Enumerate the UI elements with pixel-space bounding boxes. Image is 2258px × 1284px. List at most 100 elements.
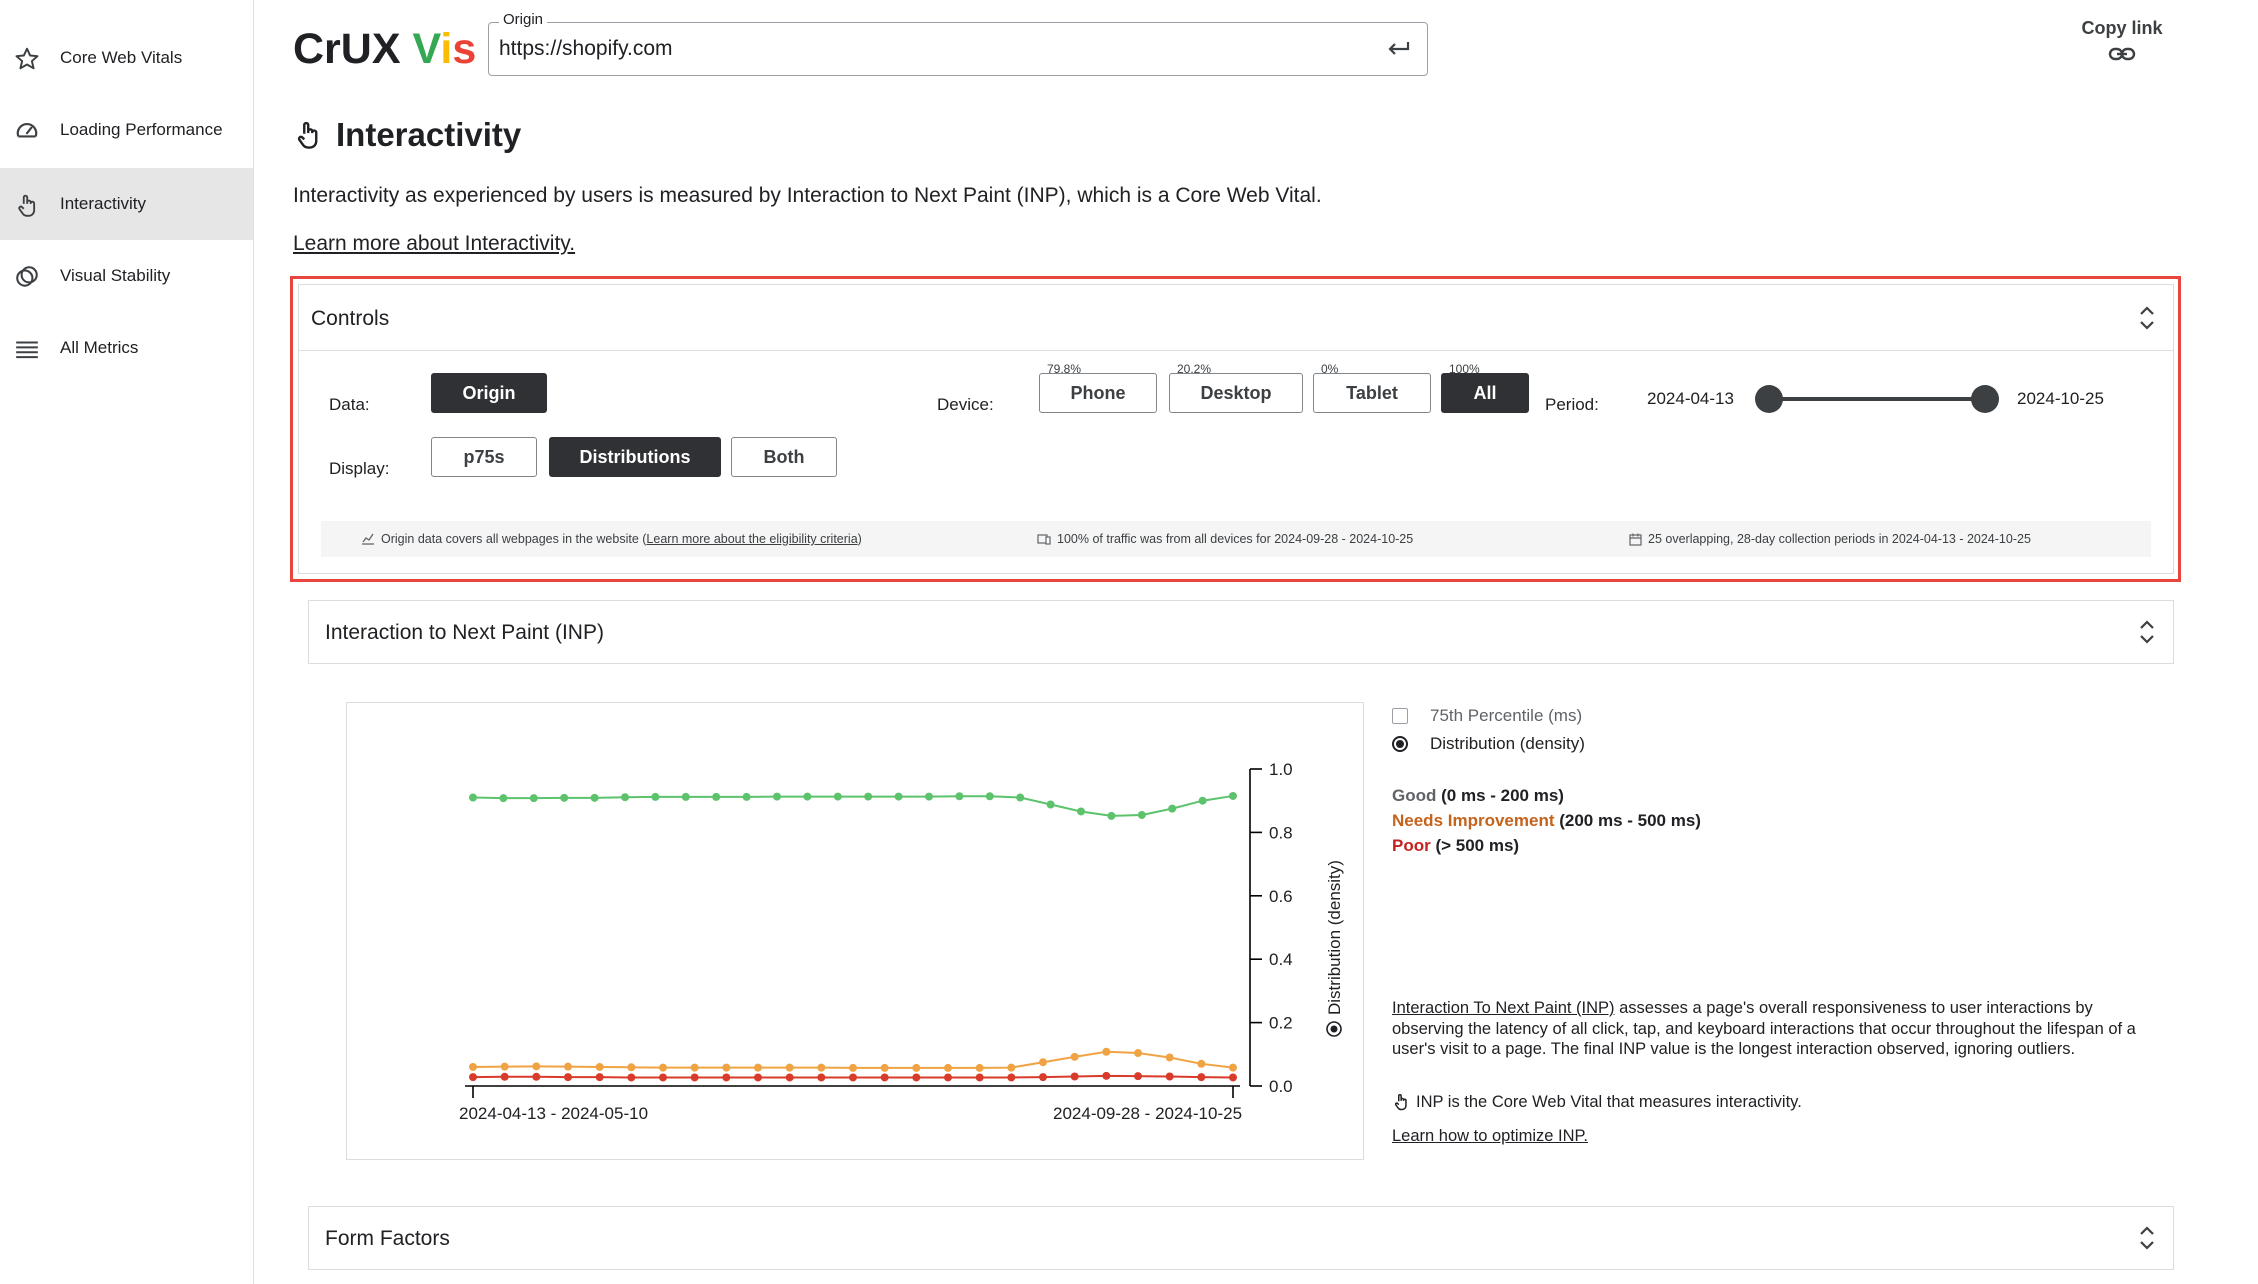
data-point-good[interactable] [803,792,812,801]
sidebar-item-loading-performance[interactable]: Loading Performance [0,94,253,166]
data-point-good[interactable] [529,794,538,803]
data-point-needs_improvement[interactable] [722,1063,731,1072]
inp-definition-link[interactable]: Interaction To Next Paint (INP) [1392,999,1615,1017]
data-point-good[interactable] [955,792,964,801]
data-point-good[interactable] [1137,810,1146,819]
data-point-good[interactable] [985,792,994,801]
data-point-needs_improvement[interactable] [880,1063,889,1072]
data-point-poor[interactable] [1165,1072,1174,1081]
data-point-poor[interactable] [469,1073,477,1082]
data-point-good[interactable] [560,793,569,802]
sidebar-item-interactivity[interactable]: Interactivity [0,168,253,240]
data-point-good[interactable] [864,792,873,801]
data-point-poor[interactable] [690,1073,699,1082]
data-point-needs_improvement[interactable] [532,1062,541,1071]
data-point-needs_improvement[interactable] [912,1063,921,1072]
data-point-good[interactable] [499,794,508,803]
data-point-needs_improvement[interactable] [1165,1053,1174,1062]
inp-section-header[interactable]: Interaction to Next Paint (INP) [308,600,2174,664]
data-point-needs_improvement[interactable] [469,1062,477,1071]
data-point-needs_improvement[interactable] [754,1063,762,1072]
data-point-needs_improvement[interactable] [595,1062,604,1071]
data-point-good[interactable] [1046,800,1055,809]
radio-selected[interactable] [1392,736,1408,752]
data-point-needs_improvement[interactable] [659,1063,667,1072]
data-point-poor[interactable] [627,1073,636,1082]
data-point-good[interactable] [621,793,629,802]
expand-collapse-icon[interactable] [2137,617,2157,647]
data-point-needs_improvement[interactable] [1134,1049,1142,1058]
data-point-needs_improvement[interactable] [785,1063,794,1072]
data-point-needs_improvement[interactable] [564,1062,572,1071]
data-point-poor[interactable] [1007,1073,1016,1082]
data-point-poor[interactable] [975,1073,984,1082]
expand-collapse-icon[interactable] [2137,1223,2157,1253]
period-slider-track[interactable] [1769,397,1985,401]
data-point-needs_improvement[interactable] [975,1063,984,1072]
data-point-good[interactable] [651,792,660,801]
data-point-poor[interactable] [754,1073,762,1082]
device-tablet-button[interactable]: Tablet [1313,373,1431,413]
data-point-good[interactable] [712,792,721,801]
eligibility-link[interactable]: Learn more about the eligibility criteri… [646,532,858,546]
device-all-button[interactable]: All [1441,373,1529,413]
device-phone-button[interactable]: Phone [1039,373,1157,413]
data-point-needs_improvement[interactable] [944,1063,952,1072]
data-point-poor[interactable] [1039,1073,1047,1082]
data-point-good[interactable] [469,793,477,802]
expand-collapse-icon[interactable] [2137,303,2157,333]
data-point-good[interactable] [1168,804,1177,813]
data-point-poor[interactable] [1229,1073,1237,1082]
data-point-good[interactable] [773,792,781,801]
form-factors-section-header[interactable]: Form Factors [308,1206,2174,1270]
data-point-poor[interactable] [564,1073,572,1082]
data-point-good[interactable] [1107,811,1116,820]
data-point-poor[interactable] [1070,1072,1079,1081]
data-point-good[interactable] [681,792,690,801]
data-point-needs_improvement[interactable] [1039,1058,1047,1067]
data-point-needs_improvement[interactable] [1070,1052,1079,1061]
sidebar-item-visual-stability[interactable]: Visual Stability [0,240,253,312]
data-point-good[interactable] [833,792,842,801]
display-both-button[interactable]: Both [731,437,837,477]
data-point-poor[interactable] [880,1073,889,1082]
data-point-good[interactable] [590,793,599,802]
data-point-needs_improvement[interactable] [690,1063,699,1072]
data-point-poor[interactable] [817,1073,826,1082]
data-point-needs_improvement[interactable] [849,1063,857,1072]
data-point-good[interactable] [1229,791,1237,800]
data-point-good[interactable] [894,792,903,801]
data-point-poor[interactable] [785,1073,794,1082]
enter-icon[interactable] [1385,37,1413,61]
data-point-good[interactable] [742,792,751,801]
data-point-poor[interactable] [1197,1073,1206,1082]
data-point-needs_improvement[interactable] [627,1063,636,1072]
data-point-needs_improvement[interactable] [500,1062,509,1071]
data-point-needs_improvement[interactable] [1102,1047,1111,1056]
data-point-poor[interactable] [849,1073,857,1082]
data-point-good[interactable] [1016,793,1025,802]
period-slider-end-handle[interactable] [1971,385,1999,413]
option-distribution[interactable]: Distribution (density) [1392,734,1585,754]
option-p75[interactable]: 75th Percentile (ms) [1392,706,1582,726]
origin-data-button[interactable]: Origin [431,373,547,413]
optimize-inp-link[interactable]: Learn how to optimize INP. [1392,1127,1588,1145]
data-point-poor[interactable] [500,1072,509,1081]
data-point-poor[interactable] [659,1073,667,1082]
data-point-poor[interactable] [722,1073,731,1082]
data-point-needs_improvement[interactable] [1007,1063,1016,1072]
data-point-poor[interactable] [912,1073,921,1082]
data-point-good[interactable] [1077,807,1085,816]
origin-input[interactable] [499,35,1349,63]
device-desktop-button[interactable]: Desktop [1169,373,1303,413]
data-point-needs_improvement[interactable] [817,1063,826,1072]
data-point-good[interactable] [925,792,933,801]
copy-link-button[interactable]: Copy link [2072,18,2172,68]
learn-more-link[interactable]: Learn more about Interactivity. [293,232,576,255]
data-point-needs_improvement[interactable] [1197,1059,1206,1068]
sidebar-item-all-metrics[interactable]: All Metrics [0,312,253,384]
checkbox[interactable] [1392,708,1408,724]
data-point-poor[interactable] [1134,1072,1142,1081]
period-slider-start-handle[interactable] [1755,385,1783,413]
data-point-poor[interactable] [532,1072,541,1081]
